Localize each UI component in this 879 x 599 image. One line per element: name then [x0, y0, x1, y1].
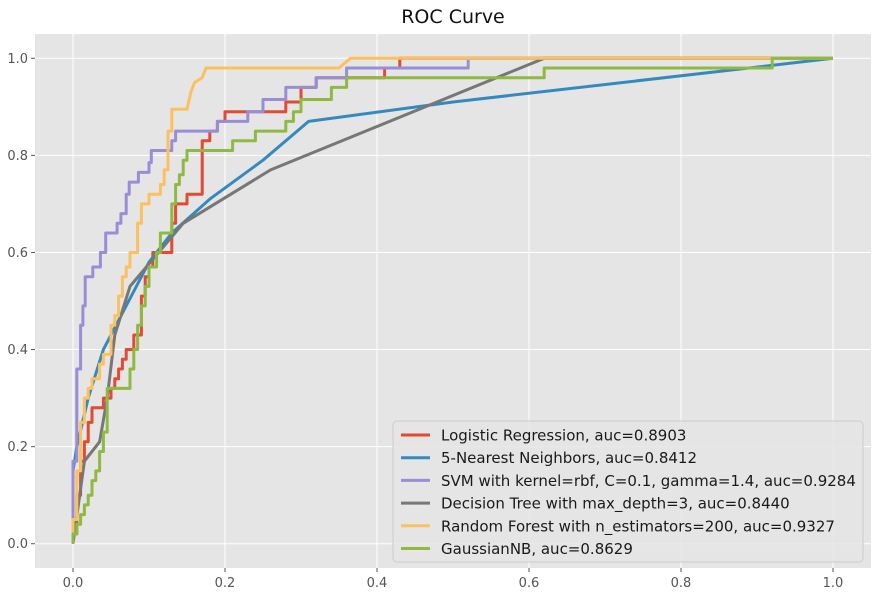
x-tick-label: 0.0	[63, 576, 84, 591]
y-axis-ticks: 0.0 0.2 0.4 0.6 0.8 1.0	[7, 52, 35, 552]
gridlines	[35, 34, 871, 568]
y-tick-label: 1.0	[7, 52, 28, 67]
legend-label: 5-Nearest Neighbors, auc=0.8412	[441, 449, 697, 467]
legend-label: Decision Tree with max_depth=3, auc=0.84…	[441, 495, 790, 514]
x-tick-label: 0.6	[519, 576, 540, 591]
y-tick-label: 0.6	[7, 246, 28, 261]
series-line-3	[71, 56, 833, 544]
legend: Logistic Regression, auc=0.8903 5-Nearest…	[392, 420, 864, 563]
legend-box	[392, 420, 864, 563]
y-tick-label: 0.8	[7, 149, 28, 164]
series-line-0	[71, 56, 833, 544]
legend-label: SVM with kernel=rbf, C=0.1, gamma=1.4, a…	[441, 472, 856, 490]
x-tick-label: 1.0	[823, 576, 844, 591]
legend-label: GaussianNB, auc=0.8629	[441, 540, 633, 558]
series-line-2	[71, 56, 833, 544]
x-tick-label: 0.2	[215, 576, 236, 591]
legend-label: Logistic Regression, auc=0.8903	[441, 427, 686, 445]
y-tick-label: 0.0	[7, 537, 28, 552]
x-tick-label: 0.4	[367, 576, 388, 591]
series-lines	[71, 56, 834, 544]
x-tick-label: 0.8	[671, 576, 692, 591]
y-tick-label: 0.2	[7, 440, 28, 455]
x-axis-ticks: 0.0 0.2 0.4 0.6 0.8 1.0	[63, 568, 844, 591]
y-tick-label: 0.4	[7, 343, 28, 358]
series-line-4	[71, 56, 833, 544]
chart-title: ROC Curve	[401, 6, 505, 28]
legend-label: Random Forest with n_estimators=200, auc…	[441, 517, 835, 536]
series-line-5	[71, 56, 833, 544]
